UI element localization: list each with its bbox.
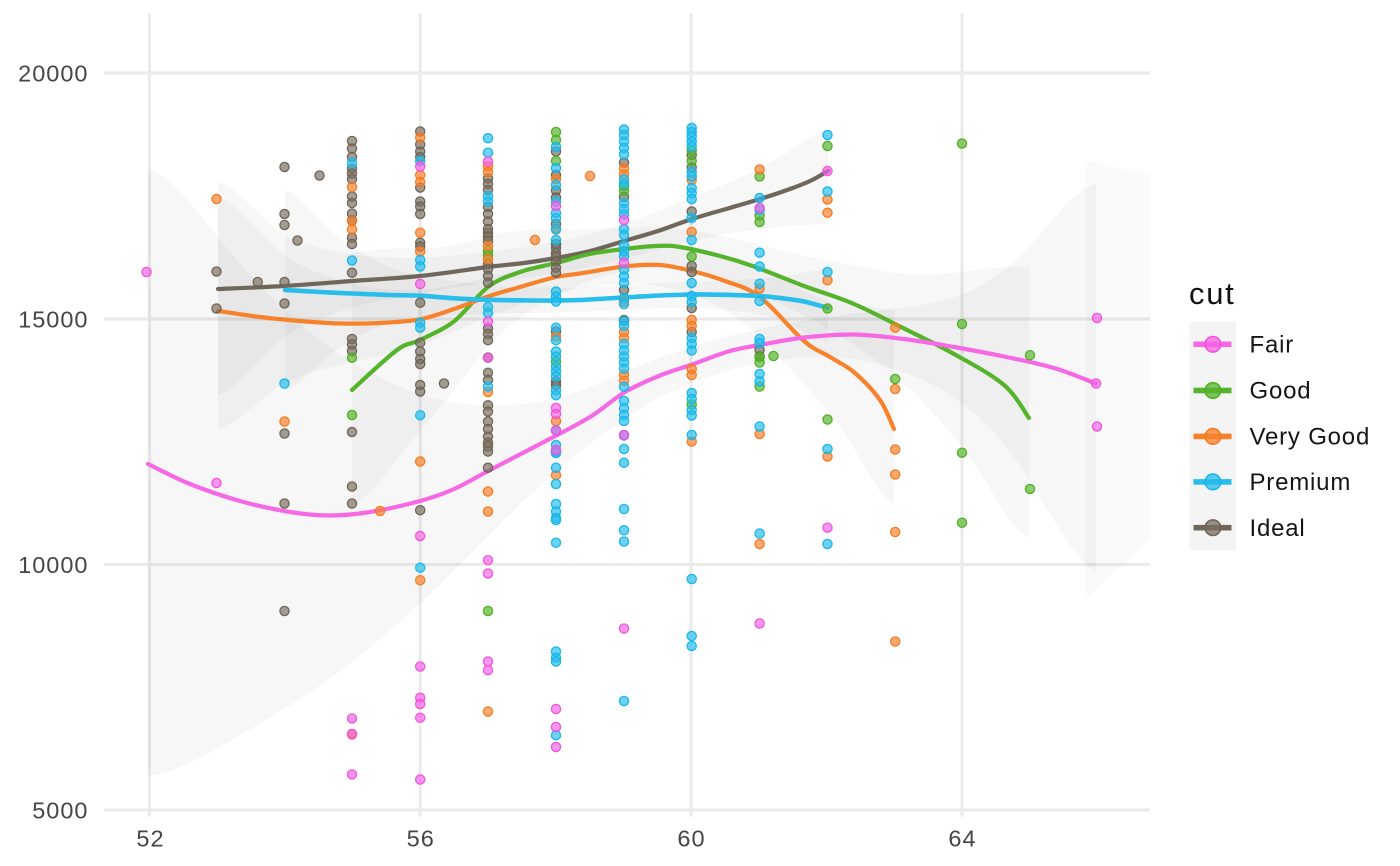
svg-text:52: 52 xyxy=(136,826,164,852)
svg-text:60: 60 xyxy=(677,826,705,852)
svg-text:5000: 5000 xyxy=(32,798,88,824)
svg-text:Fair: Fair xyxy=(1250,332,1295,359)
svg-text:Very Good: Very Good xyxy=(1250,424,1371,451)
svg-text:Good: Good xyxy=(1250,378,1312,405)
svg-text:64: 64 xyxy=(948,826,976,852)
svg-text:Ideal: Ideal xyxy=(1250,515,1306,542)
svg-text:10000: 10000 xyxy=(18,552,88,578)
svg-text:cut: cut xyxy=(1189,276,1235,311)
svg-text:15000: 15000 xyxy=(18,307,88,333)
svg-text:56: 56 xyxy=(407,826,435,852)
svg-text:20000: 20000 xyxy=(18,61,88,87)
svg-text:Premium: Premium xyxy=(1250,469,1352,496)
